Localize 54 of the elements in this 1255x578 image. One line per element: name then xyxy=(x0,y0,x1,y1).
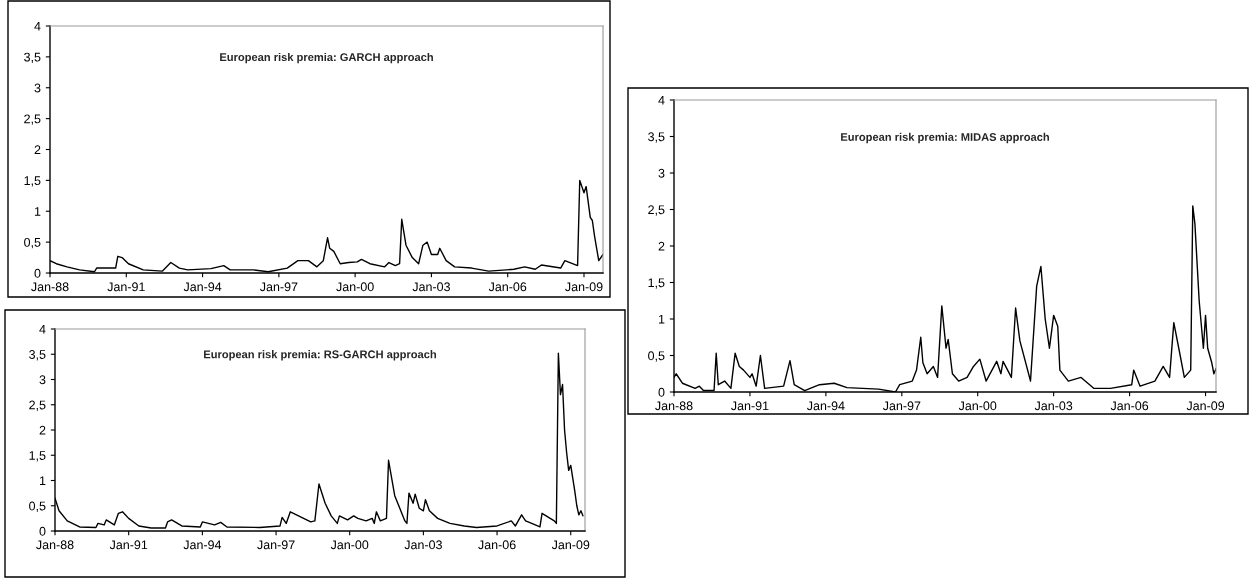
y-tick-label: 3,5 xyxy=(29,350,46,361)
x-tick-label: Jan-88 xyxy=(36,540,74,550)
y-tick-label: 1 xyxy=(39,476,46,486)
y-tick-label: 3 xyxy=(658,168,665,178)
x-tick-label: Jan-03 xyxy=(412,282,450,292)
x-tick-label: Jan-88 xyxy=(655,401,693,411)
x-tick-label: Jan-97 xyxy=(882,401,921,411)
y-tick-label: 0 xyxy=(39,526,46,536)
y-tick-label: 2 xyxy=(39,425,46,435)
y-tick-label: 3,5 xyxy=(648,132,665,143)
x-tick-label: Jan-09 xyxy=(565,282,603,292)
x-tick-label: Jan-00 xyxy=(336,282,374,292)
x-tick-label: Jan-06 xyxy=(488,282,527,292)
y-tick-label: 2 xyxy=(658,241,665,251)
text: European risk premia: GARCH approach xyxy=(220,52,433,64)
y-tick-label: 1 xyxy=(658,314,665,324)
x-tick-label: Jan-06 xyxy=(1110,401,1149,411)
x-tick-label: Jan-94 xyxy=(806,401,845,411)
text: European risk premia: RS-GARCH approach xyxy=(204,350,437,361)
x-tick-label: Jan-91 xyxy=(109,540,148,550)
y-tick-label: 4 xyxy=(658,95,665,105)
x-tick-label: Jan-94 xyxy=(183,282,222,292)
x-tick-label: Jan-97 xyxy=(257,540,295,550)
x-tick-label: Jan-09 xyxy=(1186,401,1225,411)
x-tick-label: Jan-00 xyxy=(958,401,997,411)
y-tick-label: 0,5 xyxy=(24,237,41,249)
y-tick-label: 3 xyxy=(34,83,41,93)
y-tick-label: 2,5 xyxy=(24,114,41,125)
y-tick-label: 3,5 xyxy=(24,52,41,63)
y-tick-label: 4 xyxy=(39,324,46,334)
x-tick-label: Jan-91 xyxy=(107,282,145,292)
x-tick-label: Jan-97 xyxy=(259,282,298,292)
y-tick-label: 0,5 xyxy=(648,351,665,362)
y-tick-label: 3 xyxy=(39,375,46,385)
y-tick-label: 4 xyxy=(34,21,41,31)
x-tick-label: Jan-91 xyxy=(731,401,769,411)
y-tick-label: 2,5 xyxy=(29,400,46,411)
y-tick-label: 2 xyxy=(34,145,41,155)
y-tick-label: 1,5 xyxy=(24,176,41,187)
x-tick-label: Jan-03 xyxy=(404,540,442,550)
x-tick-label: Jan-03 xyxy=(1034,401,1073,411)
x-tick-label: Jan-09 xyxy=(551,540,590,550)
y-tick-label: 1 xyxy=(34,207,41,216)
x-tick-label: Jan-88 xyxy=(31,282,69,292)
x-tick-label: Jan-94 xyxy=(183,540,222,550)
y-tick-label: 0 xyxy=(34,268,41,278)
y-tick-label: 2,5 xyxy=(648,205,665,216)
y-tick-label: 0,5 xyxy=(29,501,46,512)
x-tick-label: Jan-06 xyxy=(478,540,516,550)
y-tick-label: 0 xyxy=(658,387,665,397)
y-tick-label: 1,5 xyxy=(29,451,46,462)
text: European risk premia: MIDAS approach xyxy=(841,132,1049,144)
x-tick-label: Jan-00 xyxy=(330,540,369,550)
y-tick-label: 1,5 xyxy=(648,278,665,289)
